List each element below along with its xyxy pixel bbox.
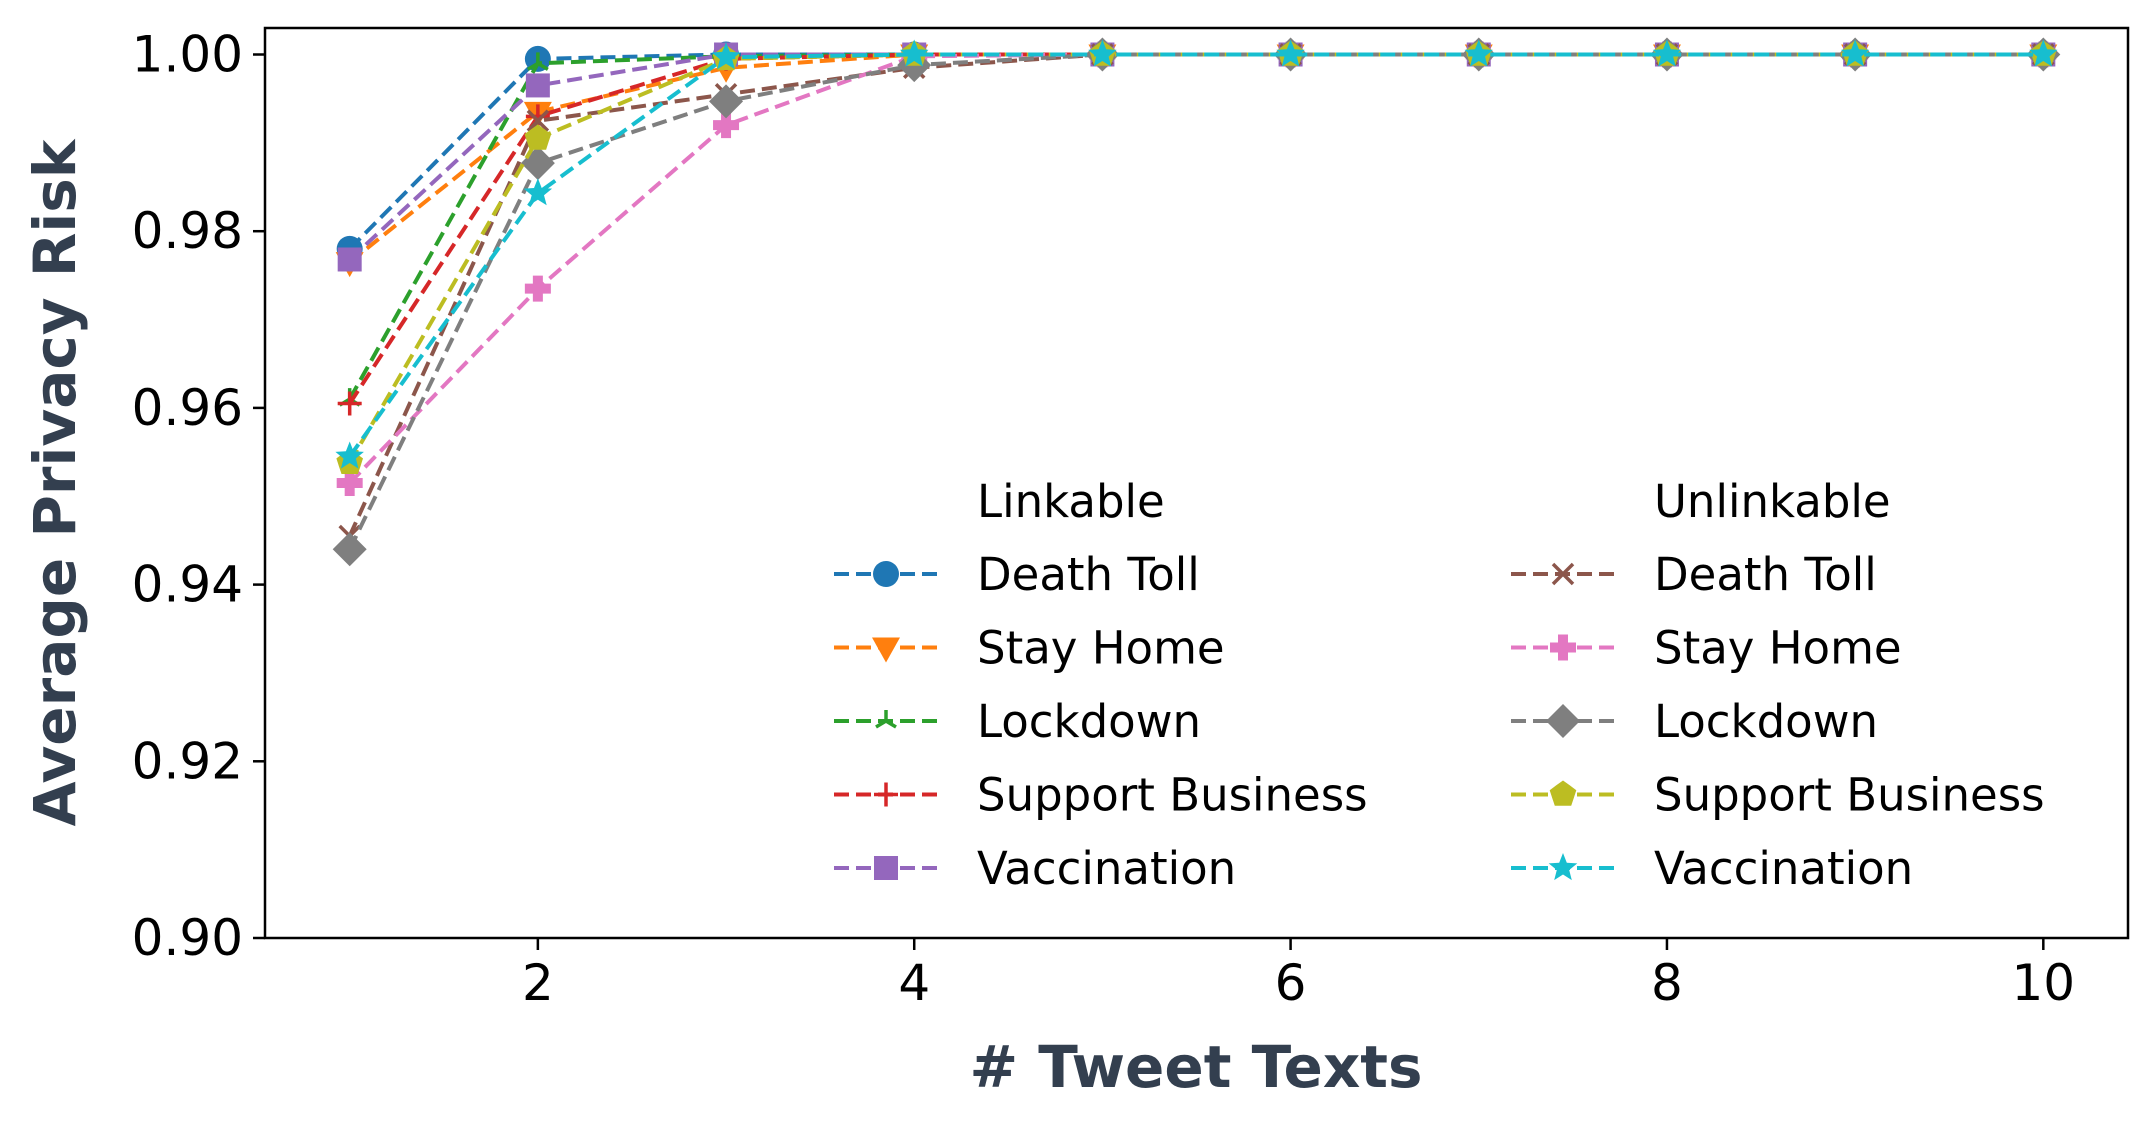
y-tick-label-0.94: 0.94 bbox=[132, 556, 243, 614]
data-point-unlinkable-support-business-2 bbox=[524, 124, 552, 150]
legend-marker-linkable-stay-home bbox=[872, 637, 900, 663]
data-point-unlinkable-vaccination-1 bbox=[335, 441, 364, 469]
data-point-unlinkable-vaccination-7 bbox=[1464, 39, 1493, 67]
legend-marker-unlinkable-death-toll bbox=[1551, 562, 1575, 586]
legend-item-linkable-stay-home: Stay Home bbox=[834, 622, 1225, 675]
legend-marker-unlinkable-support-business bbox=[1549, 780, 1577, 806]
data-point-unlinkable-vaccination-4 bbox=[900, 39, 929, 67]
legend-marker-unlinkable-vaccination bbox=[1548, 853, 1578, 881]
data-point-linkable-lockdown-2 bbox=[526, 52, 549, 71]
legend: Linkable Death Toll Stay Home Lockdown Suppo… bbox=[834, 475, 2045, 895]
data-point-unlinkable-lockdown-1 bbox=[332, 532, 367, 567]
legend-group-linkable: Linkable Death Toll Stay Home Lockdown Suppo… bbox=[834, 475, 1368, 895]
legend-marker-linkable-support-business bbox=[874, 782, 898, 807]
data-point-unlinkable-vaccination-8 bbox=[1652, 39, 1682, 67]
legend-marker-unlinkable-stay-home bbox=[1550, 634, 1576, 661]
legend-marker-linkable-vaccination bbox=[874, 856, 898, 880]
x-tick-label-8: 8 bbox=[1651, 954, 1683, 1012]
data-point-unlinkable-stay-home-3 bbox=[713, 112, 740, 139]
x-tick-label-4: 4 bbox=[898, 954, 930, 1012]
legend-label-unlinkable-stay-home: Stay Home bbox=[1654, 622, 1902, 675]
legend-marker-linkable-death-toll bbox=[873, 561, 899, 587]
data-point-unlinkable-vaccination-6 bbox=[1276, 39, 1305, 67]
data-point-unlinkable-death-toll-2 bbox=[526, 109, 550, 133]
legend-label-unlinkable-vaccination: Vaccination bbox=[1654, 842, 1913, 895]
data-point-unlinkable-stay-home-1 bbox=[336, 470, 363, 496]
legend-marker-unlinkable-lockdown bbox=[1546, 704, 1580, 738]
legend-label-unlinkable-death-toll: Death Toll bbox=[1654, 548, 1877, 601]
series-unlinkable-vaccination bbox=[335, 39, 2058, 469]
legend-item-unlinkable-death-toll: Death Toll bbox=[1511, 548, 1877, 601]
legend-title-linkable: Linkable bbox=[977, 475, 1165, 528]
y-axis-title: Average Privacy Risk bbox=[21, 138, 89, 826]
data-point-unlinkable-vaccination-5 bbox=[1088, 39, 1117, 67]
legend-item-linkable-death-toll: Death Toll bbox=[834, 548, 1200, 601]
data-point-unlinkable-vaccination-9 bbox=[1840, 39, 1870, 67]
legend-item-linkable-vaccination: Vaccination bbox=[834, 842, 1236, 895]
legend-title-unlinkable: Unlinkable bbox=[1654, 475, 1891, 528]
legend-group-unlinkable: Unlinkable Death Toll Stay Home Lockdown Sup… bbox=[1511, 475, 2045, 895]
legend-item-unlinkable-lockdown: Lockdown bbox=[1511, 695, 1878, 748]
legend-label-linkable-support-business: Support Business bbox=[977, 769, 1368, 822]
legend-item-linkable-support-business: Support Business bbox=[834, 769, 1368, 822]
x-axis-title: # Tweet Texts bbox=[969, 1033, 1422, 1101]
data-point-unlinkable-vaccination-10 bbox=[2029, 39, 2058, 67]
data-point-linkable-support-business-1 bbox=[337, 391, 362, 416]
x-tick-label-10: 10 bbox=[2012, 954, 2076, 1012]
x-tick-label-2: 2 bbox=[522, 954, 554, 1012]
legend-label-linkable-death-toll: Death Toll bbox=[977, 548, 1200, 601]
data-point-unlinkable-stay-home-2 bbox=[524, 275, 551, 302]
legend-marker-linkable-lockdown bbox=[875, 710, 897, 729]
legend-label-linkable-lockdown: Lockdown bbox=[977, 695, 1201, 748]
legend-item-unlinkable-support-business: Support Business bbox=[1511, 769, 2045, 822]
legend-label-unlinkable-support-business: Support Business bbox=[1654, 769, 2045, 822]
y-tick-label-0.90: 0.90 bbox=[132, 909, 243, 967]
y-tick-label-0.98: 0.98 bbox=[132, 202, 243, 260]
x-tick-label-6: 6 bbox=[1275, 954, 1307, 1012]
legend-label-unlinkable-lockdown: Lockdown bbox=[1654, 695, 1878, 748]
legend-label-linkable-vaccination: Vaccination bbox=[977, 842, 1236, 895]
axis-layer: 2 4 6 8 10 0.90 0.92 0.94 0.96 0.98 1.00 bbox=[132, 26, 2075, 1012]
series-layer bbox=[332, 37, 2061, 567]
y-tick-label-0.96: 0.96 bbox=[132, 379, 243, 437]
data-point-linkable-vaccination-1 bbox=[337, 247, 362, 272]
y-tick-label-1.00: 1.00 bbox=[132, 26, 243, 84]
legend-item-linkable-lockdown: Lockdown bbox=[834, 695, 1201, 748]
data-point-unlinkable-lockdown-3 bbox=[709, 84, 744, 119]
data-point-unlinkable-vaccination-3 bbox=[711, 42, 741, 70]
data-point-linkable-vaccination-2 bbox=[525, 73, 550, 98]
data-point-unlinkable-vaccination-2 bbox=[523, 178, 553, 206]
legend-item-unlinkable-stay-home: Stay Home bbox=[1511, 622, 1902, 675]
series-line-unlinkable-vaccination bbox=[348, 52, 2044, 458]
y-tick-label-0.92: 0.92 bbox=[132, 732, 243, 790]
plot-frame bbox=[263, 26, 2130, 940]
legend-label-linkable-stay-home: Stay Home bbox=[977, 622, 1225, 675]
legend-item-unlinkable-vaccination: Vaccination bbox=[1511, 842, 1913, 895]
